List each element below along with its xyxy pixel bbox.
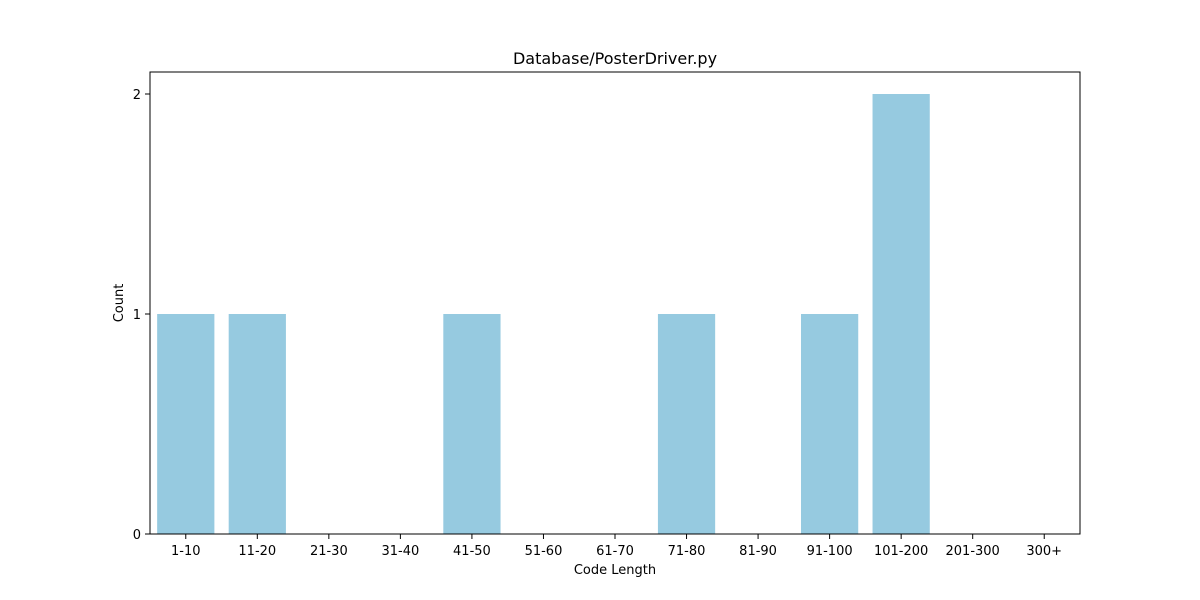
- x-tick-label: 1-10: [171, 544, 201, 559]
- y-tick-label: 1: [133, 308, 141, 323]
- x-tick-label: 300+: [1026, 544, 1062, 559]
- bar-41-50: [443, 314, 501, 534]
- chart-title: Database/PosterDriver.py: [513, 49, 717, 68]
- y-tick-label: 0: [133, 528, 141, 543]
- bar-11-20: [228, 314, 286, 534]
- y-axis: 0 1 2: [133, 88, 150, 543]
- bar-91-100: [801, 314, 859, 534]
- bar-1-10: [157, 314, 215, 534]
- x-tick-label: 71-80: [668, 544, 706, 559]
- x-tick-label: 81-90: [739, 544, 777, 559]
- y-tick-label: 2: [133, 88, 141, 103]
- x-tick-label: 51-60: [525, 544, 563, 559]
- x-tick-label: 11-20: [238, 544, 276, 559]
- bar-101-200: [872, 94, 930, 534]
- x-tick-label: 31-40: [381, 544, 419, 559]
- x-tick-label: 61-70: [596, 544, 634, 559]
- bars-layer: [157, 94, 930, 534]
- x-tick-label: 91-100: [807, 544, 853, 559]
- x-tick-label: 41-50: [453, 544, 491, 559]
- bar-71-80: [657, 314, 716, 534]
- y-axis-label: Count: [112, 284, 127, 323]
- x-axis: 1-10 11-20 21-30 31-40 41-50 51-60 61-70 71-80 8…: [171, 534, 1062, 559]
- x-tick-label: 101-200: [874, 544, 928, 559]
- x-tick-label: 21-30: [310, 544, 348, 559]
- x-axis-label: Code Length: [574, 563, 656, 578]
- x-tick-label: 201-300: [946, 544, 1000, 559]
